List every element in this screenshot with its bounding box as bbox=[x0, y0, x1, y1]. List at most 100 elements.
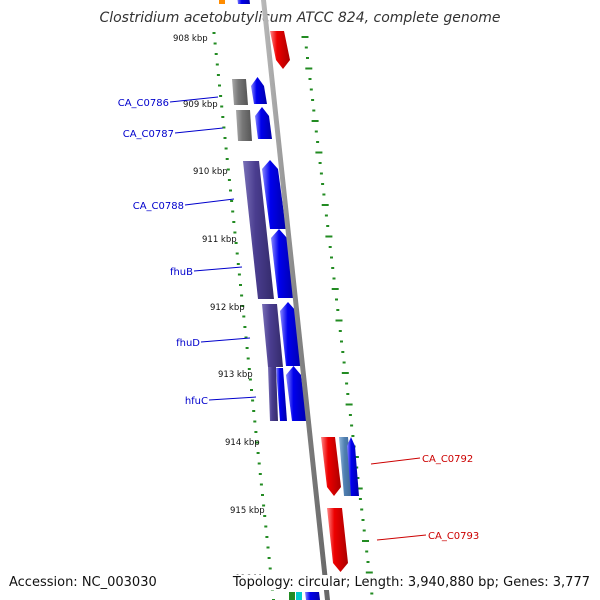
gc-dot bbox=[224, 147, 228, 150]
gene-block bbox=[296, 592, 302, 600]
gene-block bbox=[219, 0, 225, 4]
gc-dot bbox=[222, 126, 226, 129]
gene-block bbox=[347, 437, 359, 496]
gc-dot bbox=[216, 74, 220, 76]
gc-dot bbox=[312, 109, 316, 112]
gc-dot bbox=[255, 441, 259, 444]
gc-dot bbox=[318, 162, 322, 164]
gc-dot bbox=[319, 172, 323, 175]
kbp-tick-label: 908 kbp bbox=[173, 34, 208, 44]
gc-dot bbox=[242, 315, 246, 318]
gc-dot bbox=[235, 252, 239, 255]
gc-dot bbox=[240, 294, 244, 297]
gc-dot bbox=[305, 67, 313, 70]
gc-dot bbox=[308, 78, 312, 80]
gc-dot bbox=[218, 84, 221, 87]
gc-dot bbox=[236, 263, 240, 265]
gc-dot bbox=[247, 368, 251, 370]
gc-dot bbox=[268, 567, 272, 570]
kbp-tick-label: 909 kbp bbox=[183, 100, 218, 110]
gene-label-leader bbox=[169, 96, 219, 103]
gc-dot bbox=[321, 183, 325, 185]
gene-block bbox=[270, 31, 290, 69]
gc-dot bbox=[322, 193, 326, 196]
gene-block bbox=[237, 0, 250, 4]
gc-dot bbox=[332, 277, 336, 280]
gene-block bbox=[289, 592, 295, 600]
gc-dot bbox=[251, 399, 255, 402]
gc-dot bbox=[315, 151, 323, 154]
gc-dot bbox=[221, 116, 225, 118]
gc-dot bbox=[265, 536, 269, 538]
gene-label: fhuD bbox=[176, 338, 200, 349]
gc-dot bbox=[335, 298, 338, 301]
gc-dot bbox=[234, 242, 238, 244]
gc-dot bbox=[306, 57, 309, 59]
gc-dot bbox=[328, 246, 332, 248]
gc-dot bbox=[226, 168, 230, 171]
backbone-band bbox=[261, 0, 330, 600]
gc-dot bbox=[370, 592, 374, 595]
gc-dot bbox=[229, 189, 232, 192]
gene-label-leader bbox=[376, 534, 427, 541]
gc-dot bbox=[214, 53, 218, 55]
gene-label: hfuC bbox=[185, 396, 208, 407]
gc-dot bbox=[360, 508, 364, 511]
gc-dot bbox=[311, 99, 315, 101]
gc-dot bbox=[326, 225, 330, 227]
gene-block bbox=[276, 368, 287, 421]
kbp-tick-label: 912 kbp bbox=[210, 303, 245, 313]
gc-dot bbox=[304, 46, 308, 49]
gc-dot bbox=[223, 137, 227, 139]
gc-dot bbox=[230, 200, 234, 202]
gc-dot bbox=[245, 347, 249, 349]
gc-dot bbox=[335, 319, 343, 322]
gc-dot bbox=[262, 504, 266, 507]
gene-label-leader bbox=[184, 198, 235, 206]
gc-dot bbox=[232, 221, 236, 223]
gc-dot bbox=[220, 105, 224, 108]
gene-label-leader bbox=[200, 337, 251, 343]
gene-block bbox=[255, 107, 272, 139]
gc-dot bbox=[213, 42, 217, 45]
gc-dot bbox=[331, 288, 339, 290]
gc-dot bbox=[350, 424, 354, 427]
gc-dot bbox=[309, 88, 313, 91]
gc-dot bbox=[356, 477, 360, 479]
gene-label: fhuB bbox=[170, 267, 193, 278]
gene-labels: CA_C0786 CA_C0787 CA_C0788 fhuB fhuD hfuC CA_C… bbox=[118, 96, 479, 542]
gc-dot bbox=[366, 561, 370, 563]
gene-block bbox=[262, 160, 286, 229]
gc-dot bbox=[345, 403, 353, 406]
gene-label: CA_C0788 bbox=[133, 201, 184, 212]
gc-dot bbox=[257, 462, 261, 465]
gc-dot bbox=[341, 372, 349, 374]
gc-dot bbox=[267, 557, 271, 559]
gc-dot bbox=[256, 452, 260, 454]
gc-dot bbox=[325, 235, 333, 238]
map-title: Clostridium acetobutylicum ATCC 824, com… bbox=[99, 10, 501, 26]
gc-dot bbox=[250, 389, 253, 391]
gene-block bbox=[251, 77, 267, 104]
gene-block bbox=[268, 367, 278, 421]
gc-dot bbox=[233, 231, 237, 234]
gc-dot bbox=[301, 36, 309, 38]
gc-dot bbox=[345, 382, 349, 385]
topology-text: Topology: circular; Length: 3,940,880 bp… bbox=[232, 575, 590, 590]
gc-dot bbox=[331, 267, 335, 269]
gc-dot bbox=[237, 273, 241, 276]
gc-dot bbox=[231, 210, 235, 213]
gc-dot bbox=[225, 158, 229, 160]
gene-label-leader bbox=[193, 266, 243, 272]
gc-dot bbox=[362, 540, 369, 542]
gc-dot bbox=[227, 179, 231, 181]
gc-dot bbox=[321, 204, 329, 206]
gc-dot bbox=[253, 420, 257, 423]
gene-block bbox=[232, 79, 248, 105]
gene-label: CA_C0793 bbox=[428, 531, 479, 542]
kbp-tick-label: 911 kbp bbox=[202, 235, 237, 245]
gene-block bbox=[262, 304, 283, 367]
gc-dot bbox=[259, 483, 263, 486]
gc-dot bbox=[263, 515, 267, 517]
